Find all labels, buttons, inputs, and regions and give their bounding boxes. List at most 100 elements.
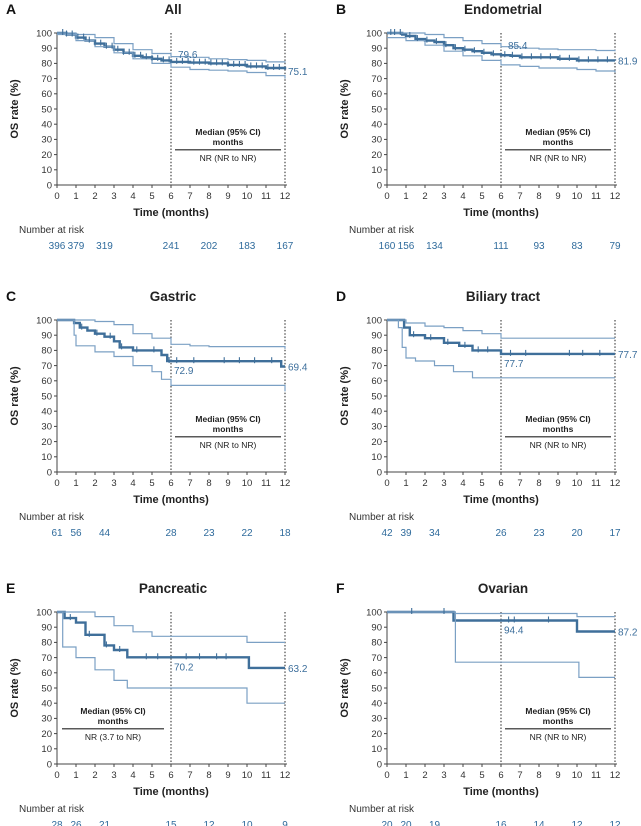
median-header-line1: Median (95% CI)	[195, 414, 260, 424]
x-tick-label: 11	[261, 770, 271, 781]
x-tick-label: 10	[572, 191, 583, 202]
x-tick-label: 0	[384, 478, 389, 489]
risk-count: 156	[398, 241, 415, 252]
risk-count: 18	[279, 528, 291, 539]
risk-count: 20	[571, 528, 583, 539]
median-value: NR (NR to NR)	[530, 153, 587, 163]
value-annotation: 69.4	[288, 363, 308, 374]
risk-table-title: Number at risk	[349, 804, 415, 815]
y-tick-label: 60	[371, 668, 382, 679]
y-tick-label: 70	[371, 74, 382, 85]
y-tick-label: 80	[41, 638, 52, 649]
risk-count: 56	[70, 528, 82, 539]
risk-count: 15	[165, 820, 177, 826]
x-tick-label: 6	[498, 191, 503, 202]
value-annotation: 70.2	[174, 662, 194, 673]
y-tick-label: 10	[41, 165, 52, 176]
risk-count: 9	[282, 820, 288, 826]
x-tick-label: 5	[479, 478, 484, 489]
y-axis-label: OS rate (%)	[9, 658, 21, 718]
risk-count: 42	[381, 528, 393, 539]
median-value: NR (NR to NR)	[530, 732, 587, 742]
risk-table-title: Number at risk	[349, 512, 415, 523]
panel-label: C	[6, 288, 16, 304]
x-tick-label: 5	[149, 478, 154, 489]
y-tick-label: 50	[41, 683, 52, 694]
y-tick-label: 0	[47, 467, 52, 478]
risk-count: 20	[381, 820, 393, 826]
survival-curve	[387, 318, 615, 356]
y-tick-label: 100	[36, 28, 52, 39]
y-tick-label: 100	[366, 607, 382, 618]
x-axis-label: Time (months)	[133, 494, 209, 506]
y-tick-label: 70	[371, 653, 382, 664]
y-tick-label: 40	[41, 407, 52, 418]
y-tick-label: 40	[371, 407, 382, 418]
x-axis-label: Time (months)	[463, 786, 539, 798]
risk-count: 61	[51, 528, 63, 539]
risk-count: 379	[68, 241, 85, 252]
chart-title: All	[164, 2, 181, 17]
y-tick-label: 70	[371, 361, 382, 372]
x-tick-label: 10	[572, 770, 583, 781]
panel-label: F	[336, 580, 345, 596]
survival-curve	[57, 610, 285, 670]
value-annotation: 81.9	[618, 57, 638, 68]
y-tick-label: 90	[41, 331, 52, 342]
x-tick-label: 0	[384, 770, 389, 781]
x-tick-label: 4	[460, 478, 465, 489]
y-tick-label: 80	[41, 59, 52, 70]
value-annotation: 72.9	[174, 366, 194, 377]
ci-lower-curve	[387, 611, 615, 678]
x-tick-label: 3	[111, 191, 116, 202]
x-tick-label: 10	[242, 770, 253, 781]
y-tick-label: 100	[366, 315, 382, 326]
x-tick-label: 3	[111, 478, 116, 489]
risk-count: 167	[277, 241, 294, 252]
y-tick-label: 60	[371, 89, 382, 100]
y-tick-label: 50	[41, 104, 52, 115]
y-tick-label: 60	[41, 89, 52, 100]
x-tick-label: 6	[498, 770, 503, 781]
risk-count: 396	[49, 241, 66, 252]
x-tick-label: 2	[92, 770, 97, 781]
panel-label: D	[336, 288, 346, 304]
chart-title: Pancreatic	[139, 581, 208, 596]
y-tick-label: 20	[371, 729, 382, 740]
value-annotation: 85.4	[508, 41, 528, 52]
x-axis-label: Time (months)	[133, 786, 209, 798]
risk-count: 17	[609, 528, 621, 539]
x-tick-label: 9	[225, 770, 230, 781]
median-header-line1: Median (95% CI)	[195, 127, 260, 137]
y-tick-label: 0	[377, 180, 382, 191]
median-header-line2: months	[543, 716, 574, 726]
y-tick-label: 50	[371, 104, 382, 115]
risk-count: 16	[495, 820, 507, 826]
x-tick-label: 9	[555, 478, 560, 489]
x-tick-label: 9	[225, 478, 230, 489]
ci-upper-curve	[387, 319, 615, 339]
y-tick-label: 10	[41, 744, 52, 755]
y-tick-label: 20	[41, 437, 52, 448]
x-tick-label: 7	[187, 191, 192, 202]
y-tick-label: 90	[41, 623, 52, 634]
x-tick-label: 7	[187, 770, 192, 781]
risk-count: 93	[533, 241, 545, 252]
x-tick-label: 12	[280, 191, 291, 202]
value-annotation: 79.6	[178, 50, 198, 61]
x-tick-label: 4	[130, 478, 135, 489]
ci-lower-curve	[387, 37, 616, 73]
x-tick-label: 6	[168, 770, 173, 781]
y-tick-label: 0	[377, 759, 382, 770]
x-tick-label: 3	[441, 770, 446, 781]
y-axis-label: OS rate (%)	[339, 366, 351, 426]
y-tick-label: 70	[41, 74, 52, 85]
risk-count: 319	[96, 241, 113, 252]
risk-count: 28	[51, 820, 63, 826]
panel-label: E	[6, 580, 15, 596]
x-tick-label: 3	[111, 770, 116, 781]
x-tick-label: 8	[206, 191, 211, 202]
x-tick-label: 9	[555, 191, 560, 202]
